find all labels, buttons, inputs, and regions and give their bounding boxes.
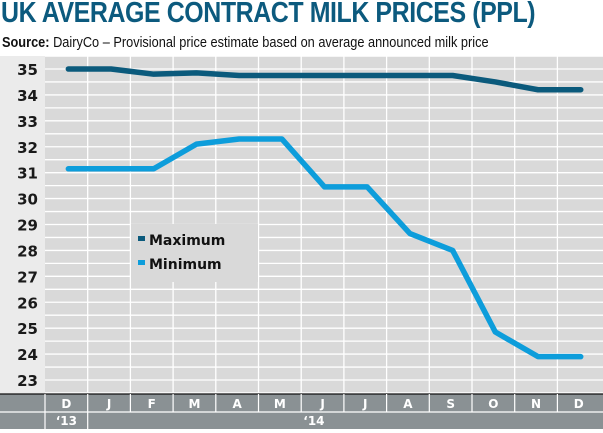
y-tick-label: 33 [17,113,38,131]
y-tick-label: 29 [17,217,38,235]
y-tick-label: 26 [17,294,38,312]
x-tick-label: O [488,397,498,411]
x-tick-label: D [61,397,71,411]
y-tick-label: 25 [17,320,38,338]
y-tick-label: 30 [17,191,38,209]
series-lines [65,66,584,360]
x-tick-label: M [274,397,286,411]
y-tick-label: 27 [17,268,38,286]
x-tick-label: J [319,397,324,411]
y-axis-labels: 23 24 25 26 27 28 29 30 31 32 33 34 35 [17,61,38,390]
chart-title: UK AVERAGE CONTRACT MILK PRICES (PPL) [1,0,536,29]
y-axis-panel [0,56,45,394]
y-tick-label: 35 [17,61,38,79]
legend-label-minimum: Minimum [149,257,222,273]
source-line: Source: DairyCo – Provisional price esti… [2,35,489,51]
year-label: ‘13 [56,414,77,428]
x-tick-label: A [233,397,243,411]
y-tick-label: 23 [17,372,38,390]
legend-box [131,224,258,282]
source-label: Source: [2,35,50,51]
source-text: DairyCo – Provisional price estimate bas… [53,35,489,51]
x-tick-label: A [403,397,413,411]
x-tick-label: D [574,397,584,411]
legend-label-maximum: Maximum [149,233,225,249]
y-tick-label: 28 [17,242,38,260]
y-tick-label: 32 [17,139,38,157]
year-label: ‘14 [303,414,324,428]
y-tick-label: 24 [17,346,38,364]
legend-swatch-minimum [138,260,145,265]
x-tick-label: F [148,397,156,411]
x-axis-labels: D J F M A M J J A S O N D ‘13 ‘14 [0,394,603,429]
x-tick-label: M [188,397,200,411]
legend-swatch-maximum [138,236,145,241]
x-tick-label: S [446,397,455,411]
x-tick-label: J [362,397,367,411]
x-tick-label: N [531,397,541,411]
y-tick-label: 34 [17,87,38,105]
x-tick-label: J [106,397,111,411]
y-tick-label: 31 [17,165,38,183]
legend: Maximum Minimum [131,224,258,282]
